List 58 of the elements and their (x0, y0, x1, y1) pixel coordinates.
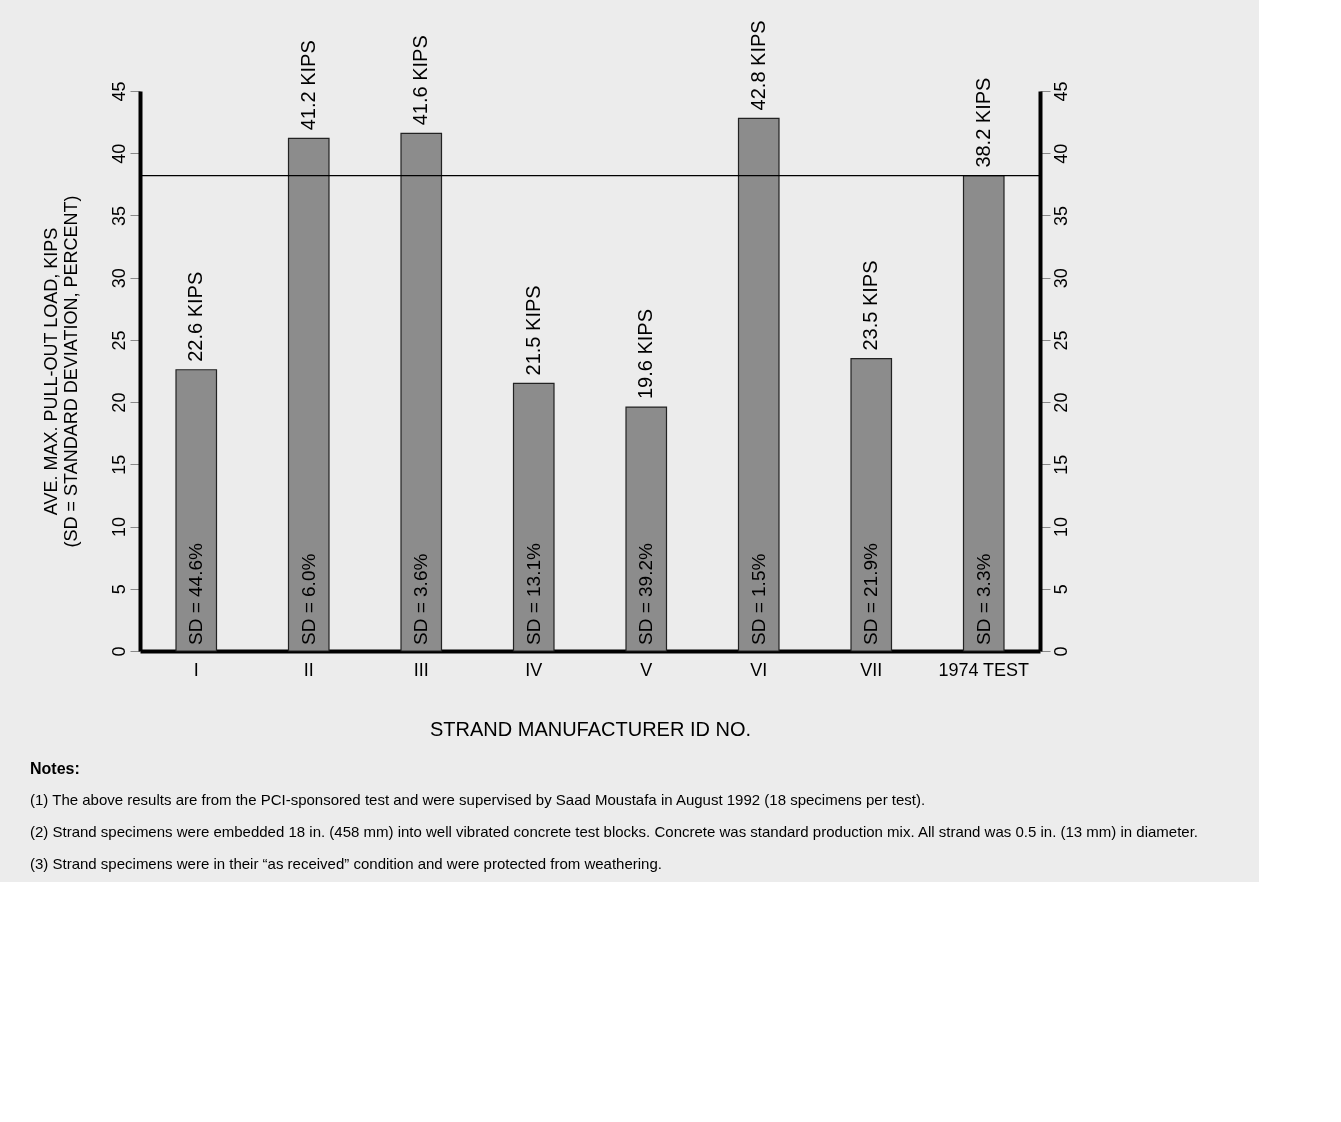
y-tick-label: 20 (108, 392, 129, 413)
data-label: 42.8 KIPS (746, 20, 769, 111)
text: (3) Strand specimens were in their “as received” condition and were protected from weathering. (30, 855, 662, 872)
bar (175, 369, 218, 652)
annotation: SD = 39.2% (635, 542, 657, 645)
annotation: SD = 1.5% (747, 553, 769, 645)
bar (400, 132, 443, 652)
x-tick-label: III (413, 659, 429, 680)
data-label: 21.5 KIPS (521, 285, 544, 376)
x-axis-title: STRAND MANUFACTURER ID NO. (429, 717, 752, 740)
annotation: SD = 21.9% (860, 542, 882, 645)
x-tick-label: VII (860, 659, 883, 680)
bar (850, 357, 893, 652)
annotation: SD = 3.3% (972, 553, 994, 645)
x-tick-label: II (303, 659, 314, 680)
y2-tick-label: 5 (1050, 584, 1071, 595)
y2-tick-label: 0 (1050, 646, 1071, 657)
y2-tick-label: 45 (1050, 81, 1071, 102)
y-axis-title: AVE. MAX. PULL-OUT LOAD, KIPS (SD = STANDARD DEVIATION, PERCENT) (40, 195, 81, 548)
y2-tick-label: 10 (1050, 517, 1071, 538)
y-tick-label: 15 (108, 454, 129, 475)
data-label: 23.5 KIPS (859, 260, 882, 351)
y2-tick-label: 15 (1050, 454, 1071, 475)
x-tick-label: IV (525, 659, 543, 680)
y-tick-label: 45 (108, 81, 129, 102)
y2-tick-label: 30 (1050, 268, 1071, 289)
bar (737, 117, 780, 652)
x-tick-label: V (640, 659, 653, 680)
annotation: SD = 13.1% (522, 542, 544, 645)
data-label: 19.6 KIPS (634, 309, 657, 400)
y2-tick-label: 40 (1050, 143, 1071, 164)
annotation: SD = 3.6% (410, 553, 432, 645)
text: (2) Strand specimens were embedded 18 in. (458 mm) into well vibrated concrete test blocks. Concrete was standard production mix. All strand was 0.5 in. (13 mm) in diameter. (30, 823, 1199, 840)
data-label: 38.2 KIPS (971, 77, 994, 168)
y-tick-label: 25 (108, 330, 129, 351)
y-tick-label: 35 (108, 205, 129, 226)
bar (962, 175, 1005, 652)
y2-tick-label: 35 (1050, 205, 1071, 226)
y-tick-label: 30 (108, 268, 129, 289)
x-tick-label: VI (750, 659, 768, 680)
data-label: 22.6 KIPS (184, 271, 207, 362)
data-label: 41.6 KIPS (409, 35, 432, 126)
bar (512, 382, 555, 652)
data-label: 41.2 KIPS (296, 40, 319, 131)
x-tick-label: 1974 TEST (938, 659, 1030, 680)
text: Notes: (30, 760, 80, 777)
annotation: SD = 44.6% (185, 542, 207, 645)
bar (287, 137, 330, 652)
y2-tick-label: 20 (1050, 392, 1071, 413)
y2-tick-label: 25 (1050, 330, 1071, 351)
x-tick-label: I (193, 659, 199, 680)
y-tick-label: 10 (108, 517, 129, 538)
text: (1) The above results are from the PCI-sponsored test and were supervised by Saad Moustafa in August 1992 (18 specimens per test). (30, 791, 926, 808)
y-tick-label: 5 (108, 584, 129, 595)
y-tick-label: 0 (108, 646, 129, 657)
y-tick-label: 40 (108, 143, 129, 164)
bar (625, 406, 668, 652)
annotation: SD = 6.0% (297, 553, 319, 645)
